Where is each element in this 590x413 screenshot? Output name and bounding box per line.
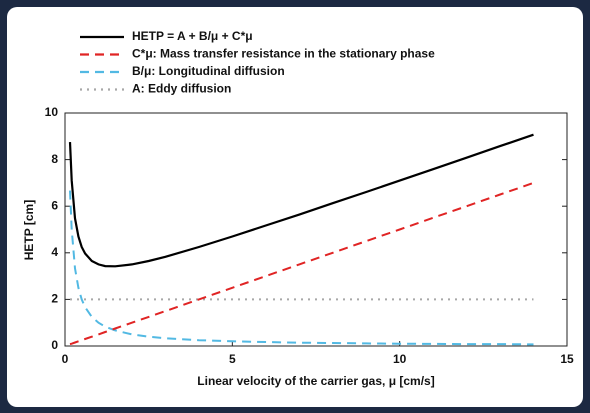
x-tick-label: 15: [560, 352, 574, 366]
legend-label: A: Eddy diffusion: [132, 82, 231, 96]
x-tick-label: 5: [229, 352, 236, 366]
legend-label: C*μ: Mass transfer resistance in the sta…: [132, 47, 435, 61]
y-tick-label: 10: [45, 105, 59, 119]
y-axis-label: HETP [cm]: [22, 200, 36, 260]
plot-frame: [64, 112, 568, 347]
legend-label: B/μ: Longitudinal diffusion: [132, 64, 285, 78]
series-line: [69, 181, 534, 346]
panel: [7, 7, 583, 407]
y-tick-label: 6: [51, 198, 58, 212]
y-tick-label: 0: [51, 338, 58, 352]
legend-label: HETP = A + B/μ + C*μ: [132, 29, 253, 43]
x-axis-label: Linear velocity of the carrier gas, μ [c…: [197, 374, 434, 388]
x-tick-label: 10: [393, 352, 407, 366]
y-tick-label: 4: [51, 245, 58, 259]
x-tick-label: 0: [62, 352, 69, 366]
series-line: [69, 190, 534, 346]
y-tick-label: 2: [51, 292, 58, 306]
series-line: [68, 133, 534, 268]
y-tick-label: 8: [51, 152, 58, 166]
